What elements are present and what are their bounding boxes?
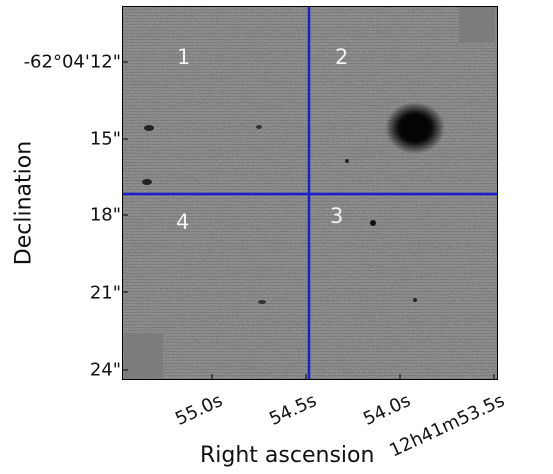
- residual-image: [122, 6, 498, 380]
- faint-source: [142, 179, 152, 185]
- x-tick-label: 54.0s: [360, 390, 414, 430]
- quadrant-label-4: 4: [176, 210, 190, 234]
- quadrant-label-3: 3: [330, 204, 344, 228]
- quadrant-label-2: 2: [335, 45, 349, 69]
- quadrant-label-1: 1: [177, 45, 191, 69]
- masked-patch-bottom-left: [124, 333, 163, 378]
- masked-patch-top-right: [459, 7, 495, 42]
- y-tick-label: 21": [89, 282, 121, 304]
- x-tick-label: 54.5s: [266, 390, 320, 430]
- tick-marks: [122, 61, 495, 380]
- y-axis-title: Declination: [11, 140, 37, 266]
- y-tick-label: 18": [89, 204, 121, 226]
- plot-frame: [122, 6, 498, 380]
- y-tick-label: 24": [89, 359, 121, 381]
- faint-source: [256, 125, 262, 129]
- x-axis-title: Right ascension: [200, 443, 375, 468]
- y-tick-label: 15": [89, 128, 121, 150]
- bright-source-core: [401, 114, 429, 142]
- y-tick-label: -62°04'12": [23, 51, 121, 73]
- x-tick-label: 55.0s: [172, 390, 226, 430]
- faint-source: [144, 125, 154, 131]
- faint-source: [370, 220, 376, 226]
- faint-source: [413, 298, 417, 302]
- faint-source: [345, 159, 349, 163]
- faint-source: [258, 300, 266, 304]
